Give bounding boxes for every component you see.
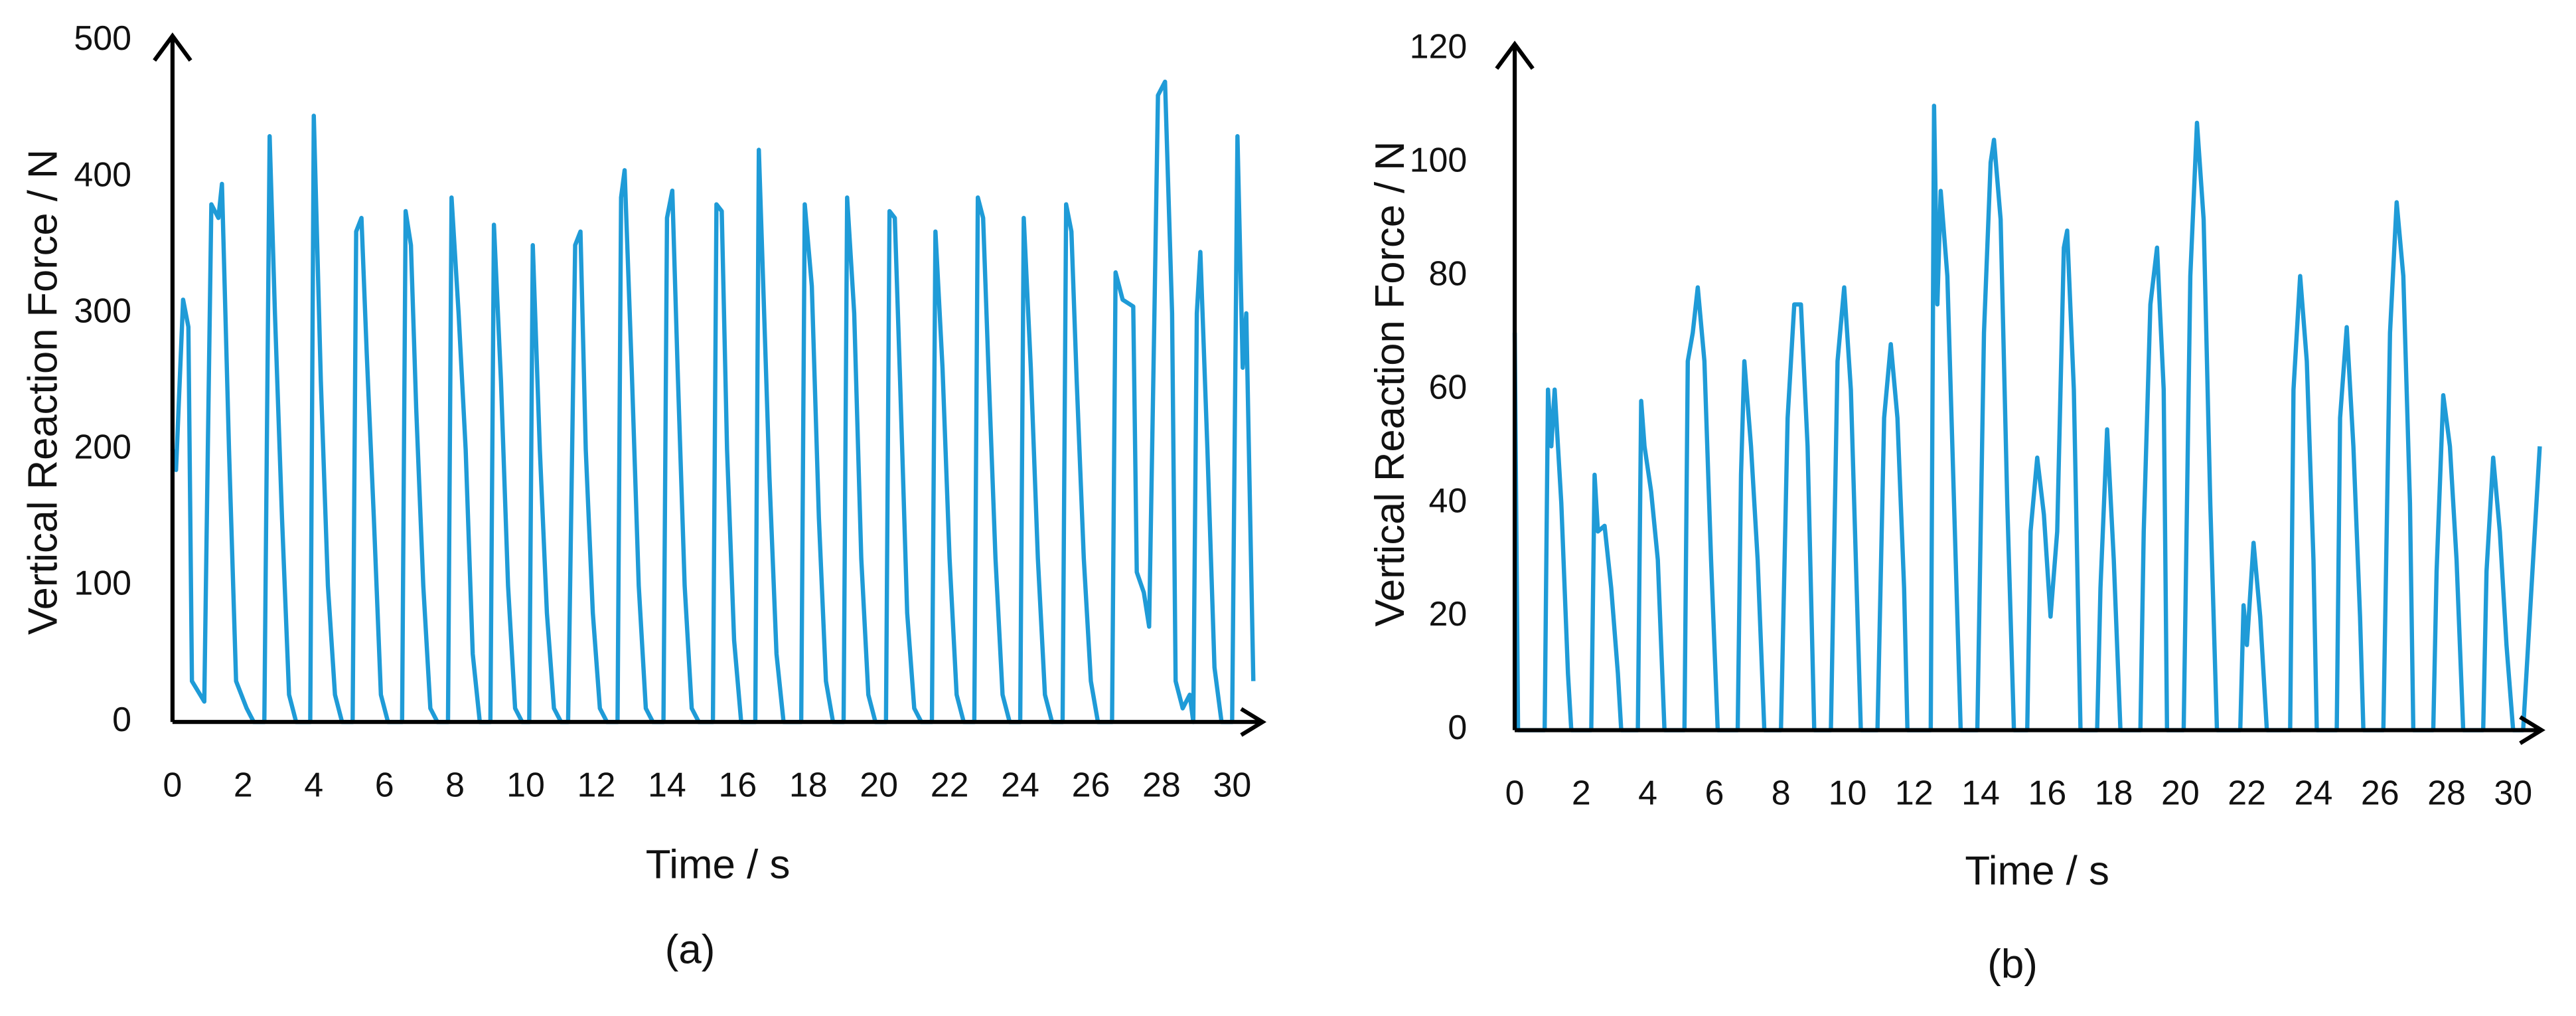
- y-tick-label: 500: [74, 19, 131, 57]
- x-tick-label: 18: [2095, 774, 2133, 812]
- y-tick-label: 0: [112, 700, 131, 738]
- x-tick-label: 2: [1572, 774, 1591, 812]
- x-tick-label: 26: [1072, 765, 1110, 804]
- x-tick-label: 4: [304, 765, 323, 804]
- x-tick-label: 22: [2228, 774, 2266, 812]
- y-tick-label: 100: [1410, 141, 1468, 179]
- y-tick-label: 100: [74, 564, 131, 602]
- y-tick-label: 0: [1448, 708, 1467, 746]
- x-tick-label: 10: [1829, 774, 1867, 812]
- y-tick-label: 200: [74, 428, 131, 466]
- x-tick-label: 24: [1001, 765, 1039, 804]
- x-tick-label: 18: [789, 765, 828, 804]
- x-tick-label: 26: [2361, 774, 2399, 812]
- y-axis-label: Vertical Reaction Force / N: [1367, 141, 1413, 626]
- x-tick-label: 12: [1895, 774, 1933, 812]
- x-tick-label: 16: [718, 765, 757, 804]
- x-tick-label: 14: [648, 765, 686, 804]
- x-axis-label: Time / s: [1965, 848, 2109, 894]
- y-tick-label: 120: [1410, 27, 1468, 66]
- y-tick-label: 400: [74, 155, 131, 193]
- x-tick-label: 12: [577, 765, 616, 804]
- data-line: [1512, 104, 2542, 732]
- x-tick-label: 28: [1142, 765, 1181, 804]
- y-tick-label: 40: [1428, 481, 1467, 519]
- x-tick-label: 0: [163, 765, 182, 804]
- x-arrow: [2519, 715, 2545, 745]
- caption: (b): [1987, 942, 2038, 987]
- y-tick-label: 80: [1428, 254, 1467, 292]
- y-arrow: [153, 32, 192, 62]
- y-tick-label: 300: [74, 292, 131, 330]
- x-tick-label: 8: [1772, 774, 1791, 812]
- x-tick-label: 14: [1961, 774, 2000, 812]
- y-tick-label: 20: [1428, 594, 1467, 633]
- x-tick-label: 30: [1213, 765, 1251, 804]
- x-tick-label: 22: [931, 765, 969, 804]
- x-tick-label: 10: [506, 765, 545, 804]
- x-tick-label: 2: [234, 765, 253, 804]
- y-tick-label: 60: [1428, 367, 1467, 406]
- x-tick-label: 28: [2427, 774, 2466, 812]
- x-tick-label: 4: [1638, 774, 1657, 812]
- x-axis-label: Time / s: [646, 842, 791, 888]
- x-arrow: [1240, 707, 1267, 737]
- x-tick-label: 6: [1705, 774, 1724, 812]
- x-tick-label: 16: [2028, 774, 2066, 812]
- x-tick-label: 30: [2494, 774, 2532, 812]
- caption: (a): [665, 926, 716, 972]
- x-tick-label: 24: [2295, 774, 2333, 812]
- y-arrow: [1495, 41, 1535, 70]
- data-line: [170, 79, 1256, 724]
- x-tick-label: 0: [1505, 774, 1525, 812]
- x-tick-label: 20: [860, 765, 898, 804]
- x-tick-label: 8: [445, 765, 465, 804]
- x-tick-label: 6: [375, 765, 394, 804]
- y-axis-label: Vertical Reaction Force / N: [20, 149, 66, 635]
- x-tick-label: 20: [2161, 774, 2200, 812]
